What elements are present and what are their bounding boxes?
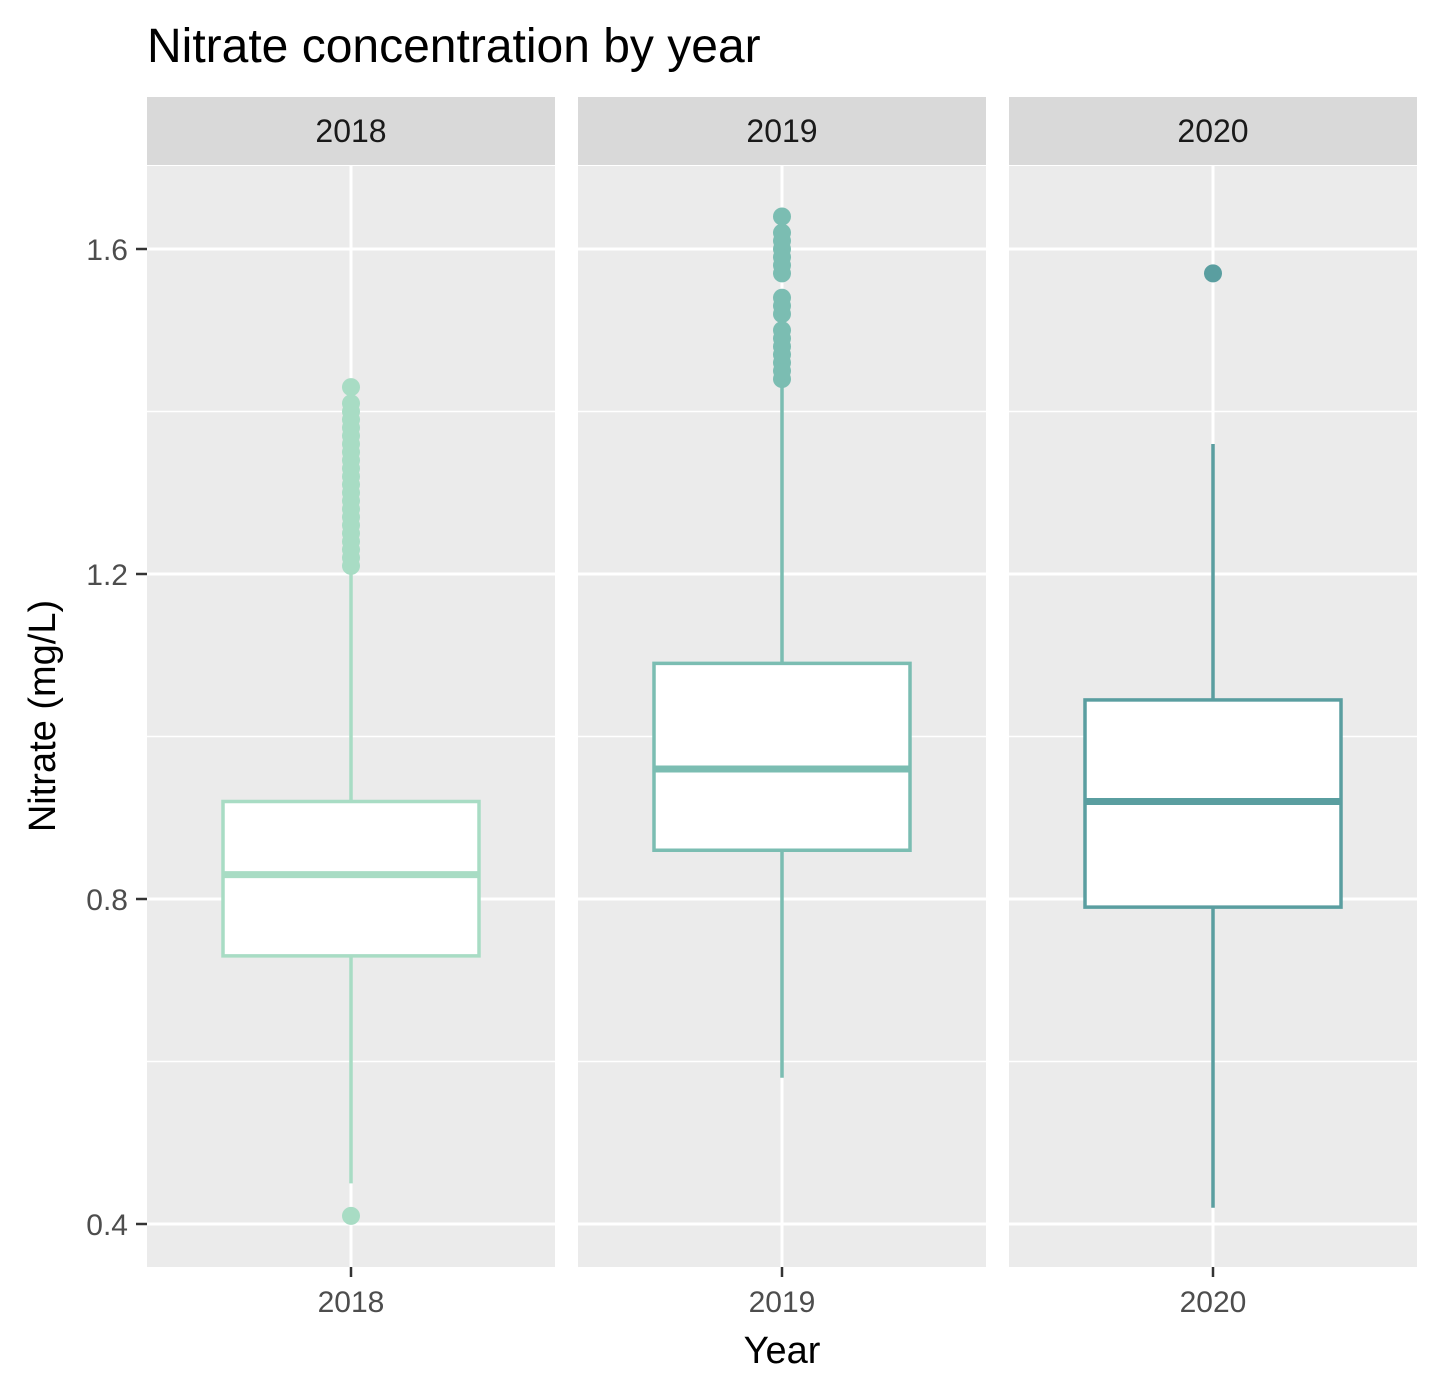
- outlier-point: [1204, 264, 1222, 283]
- facet-strip-2020: [1009, 97, 1417, 165]
- x-axis-title: Year: [744, 1330, 821, 1372]
- y-tick-label: 0.4: [86, 1209, 128, 1242]
- y-tick-label: 0.8: [86, 884, 128, 917]
- outlier-point: [773, 223, 791, 242]
- facet-panel-2020: 2020 2020: [1009, 97, 1417, 1319]
- outlier-point: [773, 207, 791, 226]
- facet-strip-label-2019: 2019: [746, 113, 817, 149]
- y-axis: 0.4 0.8 1.2 1.6: [86, 234, 147, 1242]
- outlier-point: [773, 288, 791, 307]
- y-axis-title: Nitrate (mg/L): [22, 600, 64, 832]
- outlier-point: [342, 394, 360, 413]
- facet-strip-2019: [578, 97, 986, 165]
- box-iqr: [652, 661, 912, 852]
- y-tick-label: 1.6: [86, 234, 128, 267]
- facet-panels: 2018 2018 2019 2019 2020 2020: [147, 97, 1417, 1319]
- x-tick-label-2020: 2020: [1180, 1286, 1247, 1319]
- facet-strip-2018: [147, 97, 555, 165]
- outlier-point: [773, 321, 791, 340]
- facet-panel-2019: 2019 2019: [578, 97, 986, 1319]
- chart-title: Nitrate concentration by year: [147, 20, 761, 73]
- facet-strip-label-2020: 2020: [1177, 113, 1248, 149]
- facet-strip-label-2018: 2018: [315, 113, 386, 149]
- outlier-point: [342, 1206, 360, 1225]
- y-tick-label: 1.2: [86, 559, 128, 592]
- outlier-point: [342, 378, 360, 397]
- box-iqr: [221, 799, 481, 958]
- x-tick-label-2019: 2019: [749, 1286, 816, 1319]
- x-tick-label-2018: 2018: [318, 1286, 385, 1319]
- facet-panel-2018: 2018 2018: [147, 97, 555, 1319]
